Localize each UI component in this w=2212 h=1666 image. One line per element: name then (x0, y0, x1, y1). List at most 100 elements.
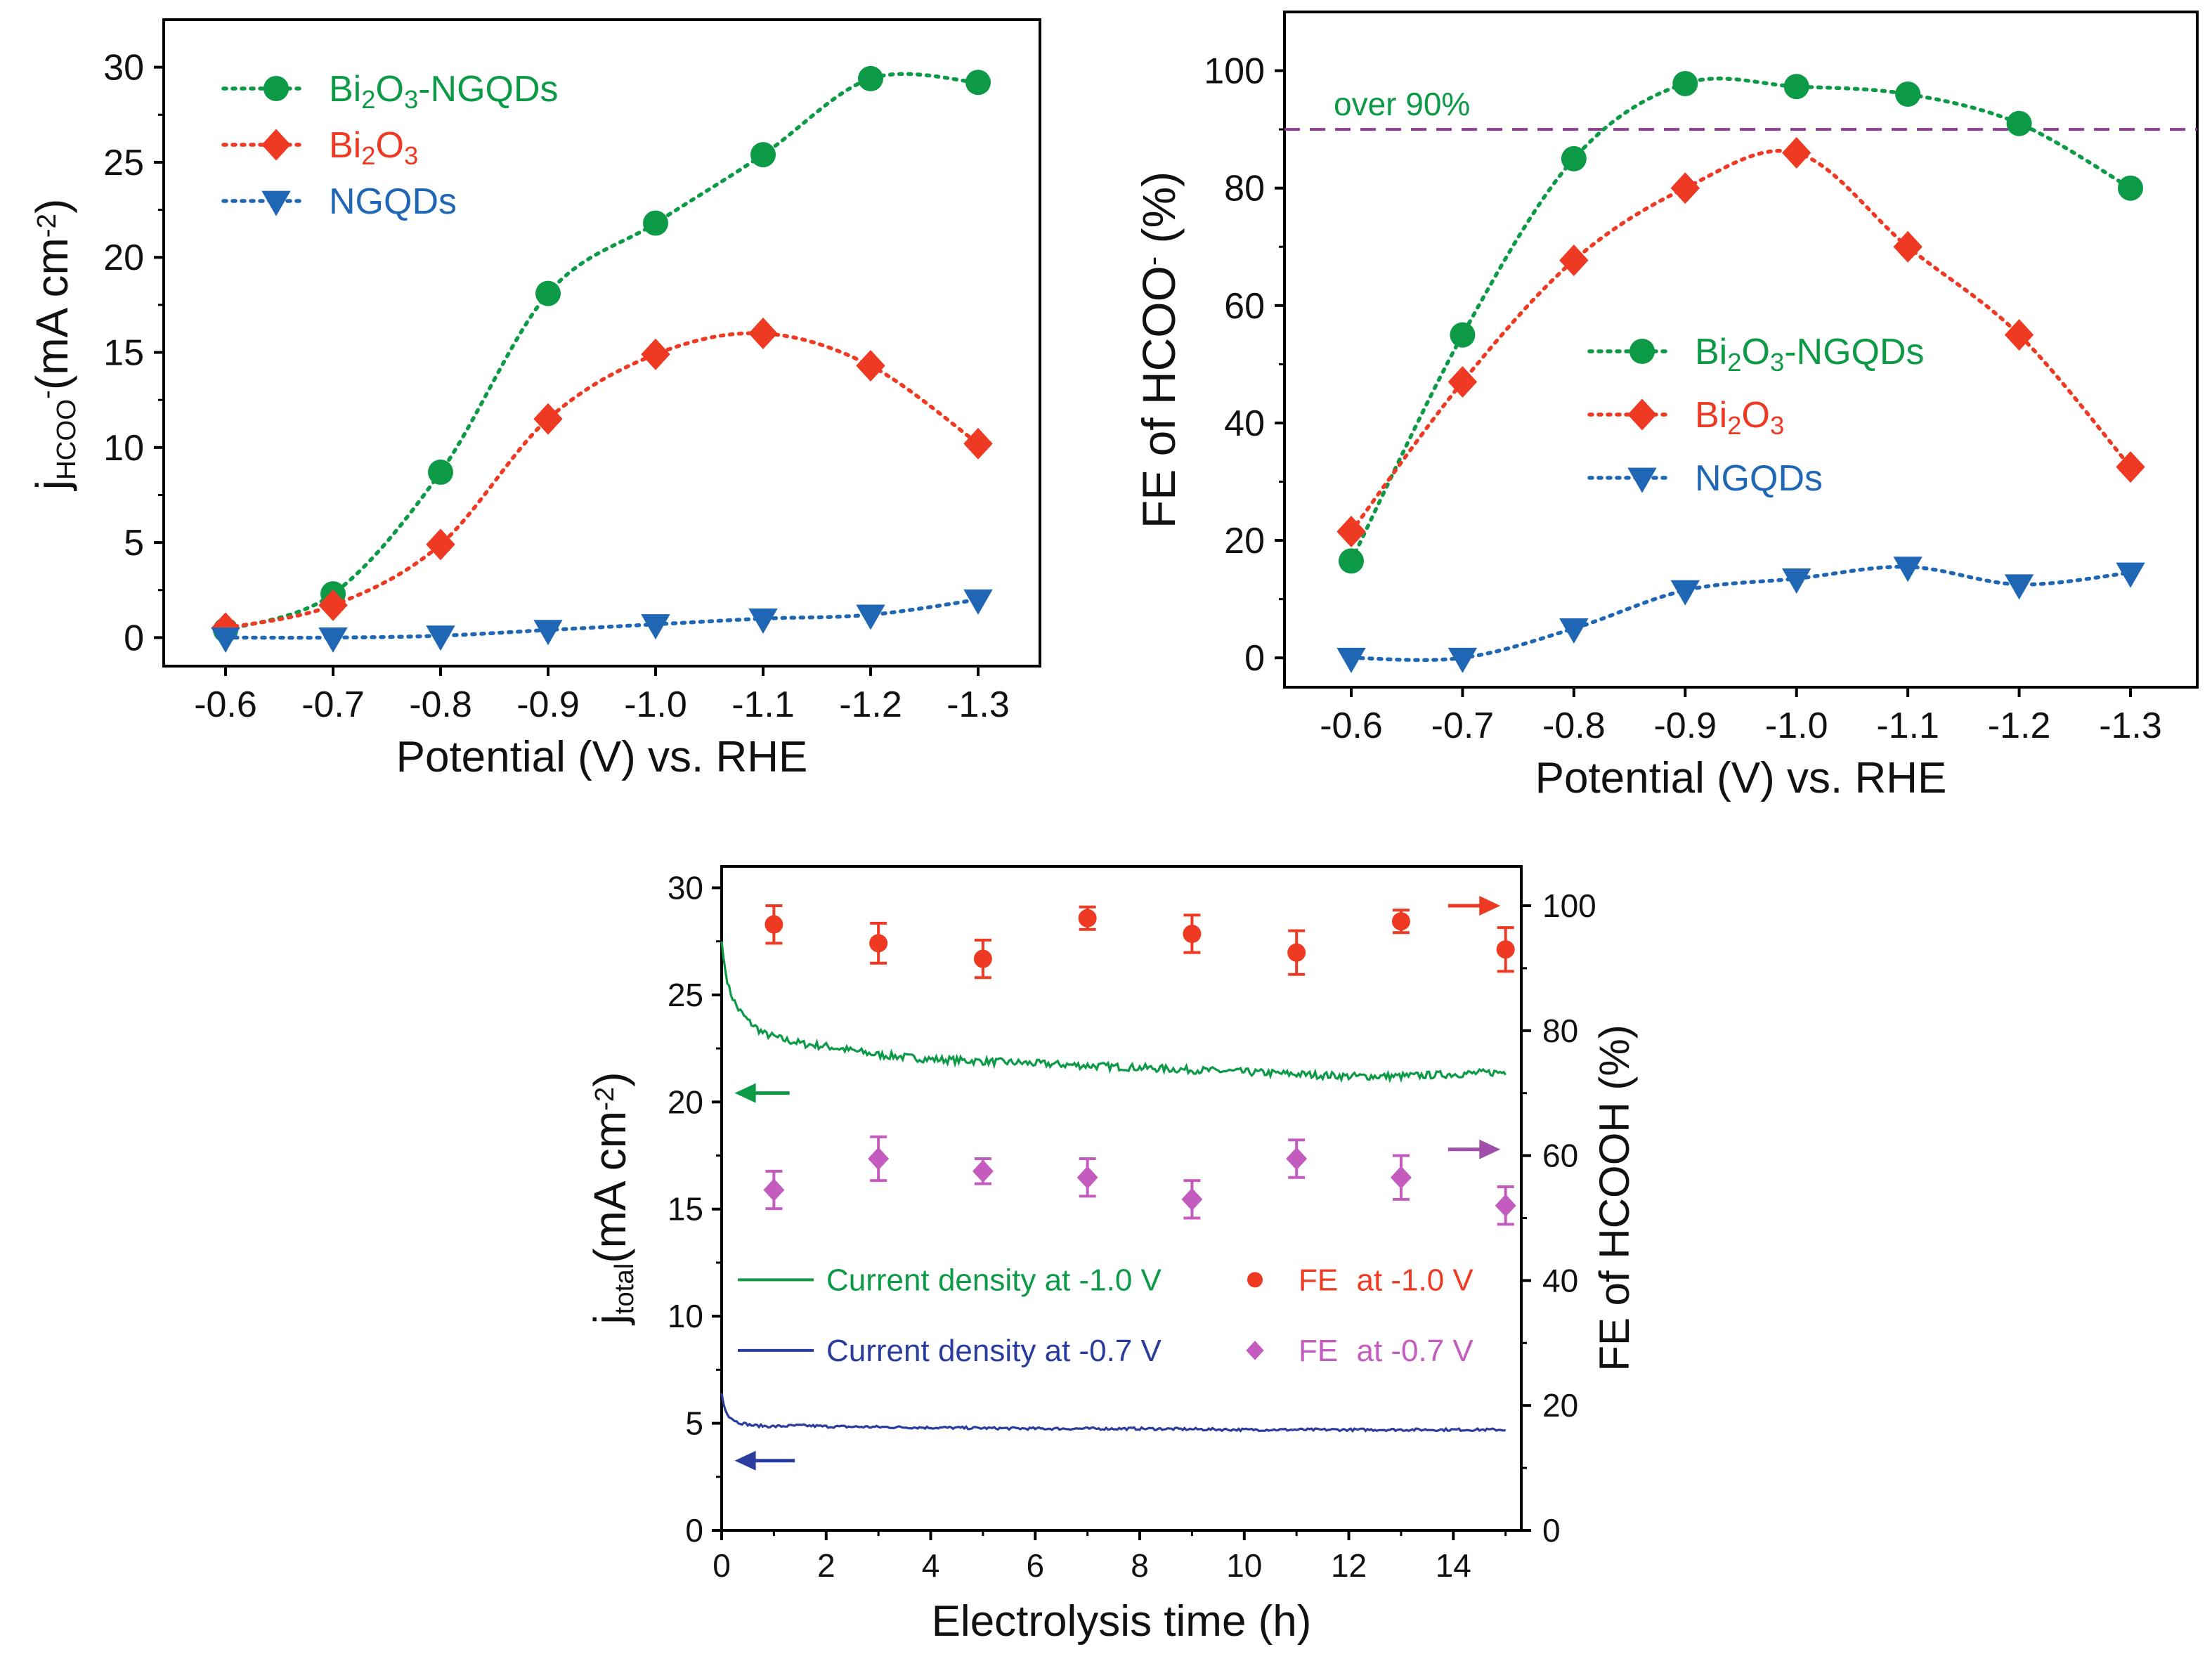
y-title-units-sup: -2 (590, 1087, 620, 1111)
series-ngqds (1336, 557, 2145, 673)
y-title-end: (%) (1133, 171, 1185, 256)
data-point-diamond (856, 349, 885, 382)
data-point-circle (643, 210, 668, 236)
chart-current-density-vs-potential: -0.6 -0.7 -0.8 -0.9 -1.0 -1.1 -1.2 -1.3 0 5 10 15 20… (27, 18, 1041, 781)
data-point-diamond (641, 338, 670, 370)
legend-label-gap (1338, 1334, 1346, 1368)
legend-label: Bi2O3 (1695, 395, 1784, 440)
y-axis-title: FE of HCOO- (%) (1133, 171, 1185, 528)
x-tick-label: -1.0 (624, 684, 687, 725)
data-point-circle (1561, 145, 1587, 171)
chart-faradaic-efficiency-vs-potential: -0.6 -0.7 -0.8 -0.9 -1.0 -1.1 -1.2 -1.3 0 20 40 60 8… (1133, 11, 2199, 802)
x-tick-label: 14 (1436, 1547, 1471, 1584)
y-axis-title: jHCOO-(mA cm-2) (27, 199, 82, 492)
legend-marker (1246, 1341, 1264, 1360)
y-right-tick-label: 100 (1542, 887, 1596, 924)
data-point-diamond (748, 317, 778, 349)
x-tick-label: -1.2 (1988, 705, 2051, 746)
x-tick-label: -1.3 (2099, 705, 2162, 746)
y-title-units-sup: -2 (32, 214, 62, 237)
x-tick-label: -1.1 (731, 684, 795, 725)
data-point-circle (858, 65, 883, 91)
data-point-diamond (1286, 1147, 1308, 1171)
legend-label: NGQDs (1695, 458, 1823, 499)
data-point-circle (1450, 322, 1476, 348)
x-tick-label: -1.2 (839, 684, 902, 725)
data-point-diamond (1495, 1194, 1516, 1217)
data-point-diamond (318, 589, 348, 621)
y-tick-label: 5 (124, 523, 144, 564)
y-tick-label: 0 (1244, 638, 1265, 679)
label-part-main: NGQDs (329, 181, 457, 222)
legend-label: FE at -1.0 V (1299, 1263, 1473, 1297)
legend-label: Bi2O3 (329, 125, 418, 170)
data-point-diamond (1893, 230, 1923, 263)
legend: Bi2O3-NGQDs Bi2O3 NGQDs (1587, 332, 1925, 499)
data-point-triangle-down (426, 625, 455, 651)
data-point-triangle-down (856, 604, 885, 630)
x-tick-label: -0.6 (194, 684, 257, 725)
y-title-main: j (27, 480, 77, 491)
label-part-rest: -NGQDs (1784, 332, 1924, 372)
y-title-end: ) (585, 1072, 635, 1086)
x-tick-label: -1.0 (1765, 705, 1828, 746)
legend-label-fe: FE (1299, 1334, 1338, 1368)
data-point-triangle-down (533, 620, 563, 646)
legend-label-potential: at -0.7 V (1356, 1334, 1473, 1368)
y-title-units: (mA cm (27, 237, 77, 390)
y-tick-label: 80 (1224, 169, 1265, 209)
data-point-diamond (1447, 365, 1478, 398)
y-right-tick-label: 40 (1542, 1262, 1578, 1299)
x-tick-label: -1.1 (1876, 705, 1939, 746)
x-tick-label: 6 (1026, 1547, 1044, 1584)
arrow-head (734, 1450, 756, 1471)
data-point-diamond (1559, 244, 1589, 276)
x-tick-label: -0.9 (1653, 705, 1717, 746)
data-point-triangle-down (318, 627, 348, 653)
y-tick-label: 25 (103, 143, 144, 183)
y-left-tick-label: 15 (668, 1191, 703, 1228)
y-left-tick-label: 5 (685, 1405, 703, 1442)
data-point-triangle-down (1670, 580, 1700, 606)
y-right-tick-label: 80 (1542, 1013, 1578, 1049)
x-tick-label: -0.6 (1320, 705, 1383, 746)
current-density-trace-minus-1-0v (720, 941, 1507, 1083)
x-axis-title: Potential (V) vs. RHE (1535, 754, 1947, 802)
plot-frame (1283, 11, 2199, 689)
y-left-tick-label: 25 (668, 977, 703, 1013)
legend-marker (1627, 398, 1657, 431)
label-part-main: Bi (329, 69, 361, 110)
reference-line-label: over 90% (1334, 86, 1470, 122)
x-tick-label: 8 (1131, 1547, 1149, 1584)
data-point-circle (1496, 940, 1515, 959)
legend-marker (1629, 339, 1655, 364)
y-right-tick-label: 20 (1542, 1387, 1578, 1424)
label-part-mid: O (376, 69, 404, 110)
data-point-circle (535, 280, 561, 306)
y-left-tick-label: 10 (668, 1298, 703, 1334)
series-line (223, 331, 980, 630)
y-left-tick-label: 0 (685, 1512, 703, 1549)
legend-label: Bi2O3-NGQDs (1695, 332, 1925, 377)
data-point-diamond (972, 1159, 994, 1183)
legend-label-gap (1338, 1263, 1346, 1297)
y-title-sub: total (609, 1263, 639, 1315)
axis-arrow-right-icon (1447, 896, 1501, 916)
series-line (223, 597, 980, 640)
legend-label: NGQDs (329, 181, 457, 222)
arrow-head (734, 1083, 756, 1103)
data-point-circle (1287, 943, 1306, 962)
label-part-sub1: 2 (1727, 411, 1741, 440)
y-left-tick-label: 30 (668, 869, 703, 906)
legend-label-fe: FE (1299, 1263, 1338, 1297)
label-part-sub2: 3 (404, 85, 418, 114)
legend-marker (261, 129, 291, 161)
y-left-tick-label: 20 (668, 1083, 703, 1120)
data-point-triangle-down (1782, 568, 1811, 594)
data-point-diamond (426, 528, 455, 561)
arrow-head (1479, 896, 1501, 916)
plot-frame (720, 865, 1523, 1532)
arrow-head (1479, 1139, 1501, 1159)
